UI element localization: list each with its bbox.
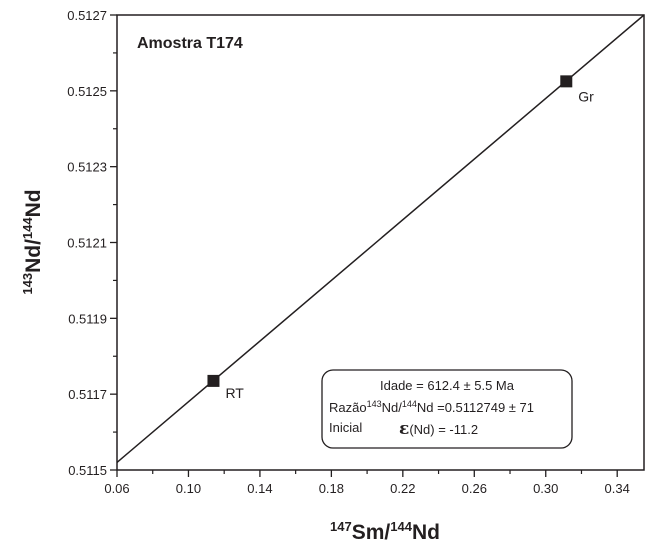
isochron-line [116, 14, 645, 463]
y-axis-main1: Nd/ [22, 239, 45, 273]
y-ticks: 0.5115 0.5117 0.5119 0.5121 0.5123 0.5125 0.51… [67, 8, 117, 478]
data-point-rt [207, 374, 220, 387]
x-axis-main2: Nd [412, 521, 440, 544]
x-axis-sup1: 147 [330, 519, 352, 534]
point-label-gr: Gr [578, 88, 594, 104]
epsilon-value: (Nd) = -11.2 [409, 422, 478, 437]
y-tick-label: 0.5125 [67, 84, 107, 99]
x-tick-label: 0.22 [390, 481, 415, 496]
y-axis-sup1: 143 [20, 273, 35, 295]
initial-label: Inicial [329, 420, 362, 435]
y-tick-label: 0.5127 [67, 8, 107, 23]
ratio-suffix: Nd =0.5112749 ± 71 [417, 400, 534, 415]
result-box-frame [321, 369, 573, 449]
data-point-gr [560, 75, 573, 88]
result-box: Idade = 612.4 ± 5.5 Ma Razão143Nd/144Nd … [321, 369, 573, 449]
x-axis-title: 147Sm/144Nd [330, 519, 440, 544]
x-ticks: 0.06 0.10 0.14 0.18 0.22 0.26 0.30 0.34 [104, 470, 630, 496]
y-tick-label: 0.5115 [68, 463, 107, 478]
y-axis-main2: Nd [22, 189, 45, 217]
x-tick-label: 0.18 [319, 481, 344, 496]
y-tick-label: 0.5121 [67, 236, 107, 251]
y-tick-label: 0.5117 [68, 387, 107, 402]
x-tick-label: 0.06 [104, 481, 129, 496]
ratio-sup2: 144 [402, 399, 417, 409]
x-tick-label: 0.10 [176, 481, 201, 496]
epsilon-symbol: ε [399, 419, 409, 439]
epsilon-text: ε(Nd) = -11.2 [399, 419, 478, 439]
ratio-text: Razão143Nd/144Nd =0.5112749 ± 71 [329, 399, 534, 415]
point-label-rt: RT [225, 385, 244, 401]
y-tick-label: 0.5119 [68, 311, 107, 326]
y-axis-sup2: 144 [20, 217, 35, 239]
data-points: RT Gr [207, 75, 594, 401]
x-tick-label: 0.30 [533, 481, 558, 496]
y-tick-label: 0.5123 [67, 160, 107, 175]
x-tick-label: 0.34 [605, 481, 630, 496]
ratio-sup1: 143 [367, 399, 382, 409]
x-tick-label: 0.14 [247, 481, 272, 496]
y-axis-title: 143Nd/144Nd [20, 189, 45, 294]
x-axis-sup2: 144 [390, 519, 412, 534]
x-axis-main1: Sm/ [352, 521, 391, 544]
sample-title: Amostra T174 [137, 35, 243, 52]
x-tick-label: 0.26 [462, 481, 487, 496]
age-text: Idade = 612.4 ± 5.5 Ma [380, 378, 515, 393]
ratio-mid: Nd/ [382, 400, 403, 415]
ratio-prefix: Razão [329, 400, 367, 415]
